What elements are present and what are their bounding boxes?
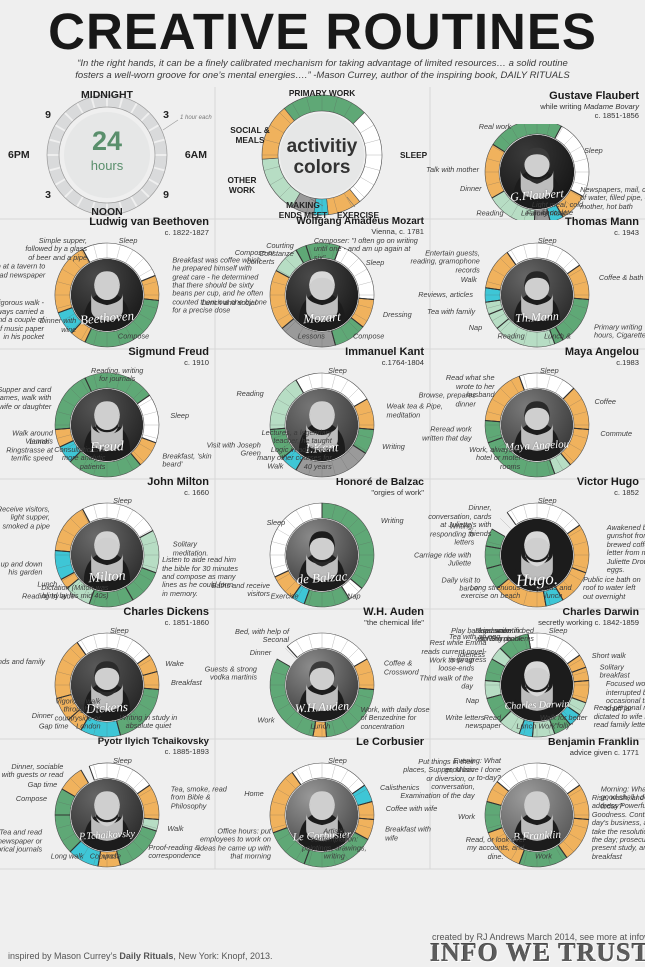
svg-text:PRIMARY WORK: PRIMARY WORK — [289, 88, 355, 98]
svg-text:24: 24 — [92, 126, 122, 156]
svg-text:3: 3 — [163, 109, 169, 121]
svg-text:SLEEP: SLEEP — [400, 150, 428, 160]
svg-text:colors: colors — [293, 157, 350, 178]
svg-text:6PM: 6PM — [8, 149, 30, 161]
svg-text:OTHER: OTHER — [227, 175, 256, 185]
svg-text:MIDNIGHT: MIDNIGHT — [81, 89, 133, 101]
svg-text:1 hour each: 1 hour each — [180, 115, 212, 121]
svg-text:6AM: 6AM — [185, 149, 207, 161]
svg-text:SOCIAL &: SOCIAL & — [230, 125, 270, 135]
svg-text:WORK: WORK — [229, 185, 255, 195]
svg-text:9: 9 — [163, 189, 169, 201]
svg-text:MEALS: MEALS — [235, 135, 265, 145]
svg-text:activitiy: activitiy — [287, 136, 358, 157]
svg-text:9: 9 — [45, 109, 51, 121]
svg-text:hours: hours — [91, 158, 124, 173]
svg-text:3: 3 — [45, 189, 51, 201]
